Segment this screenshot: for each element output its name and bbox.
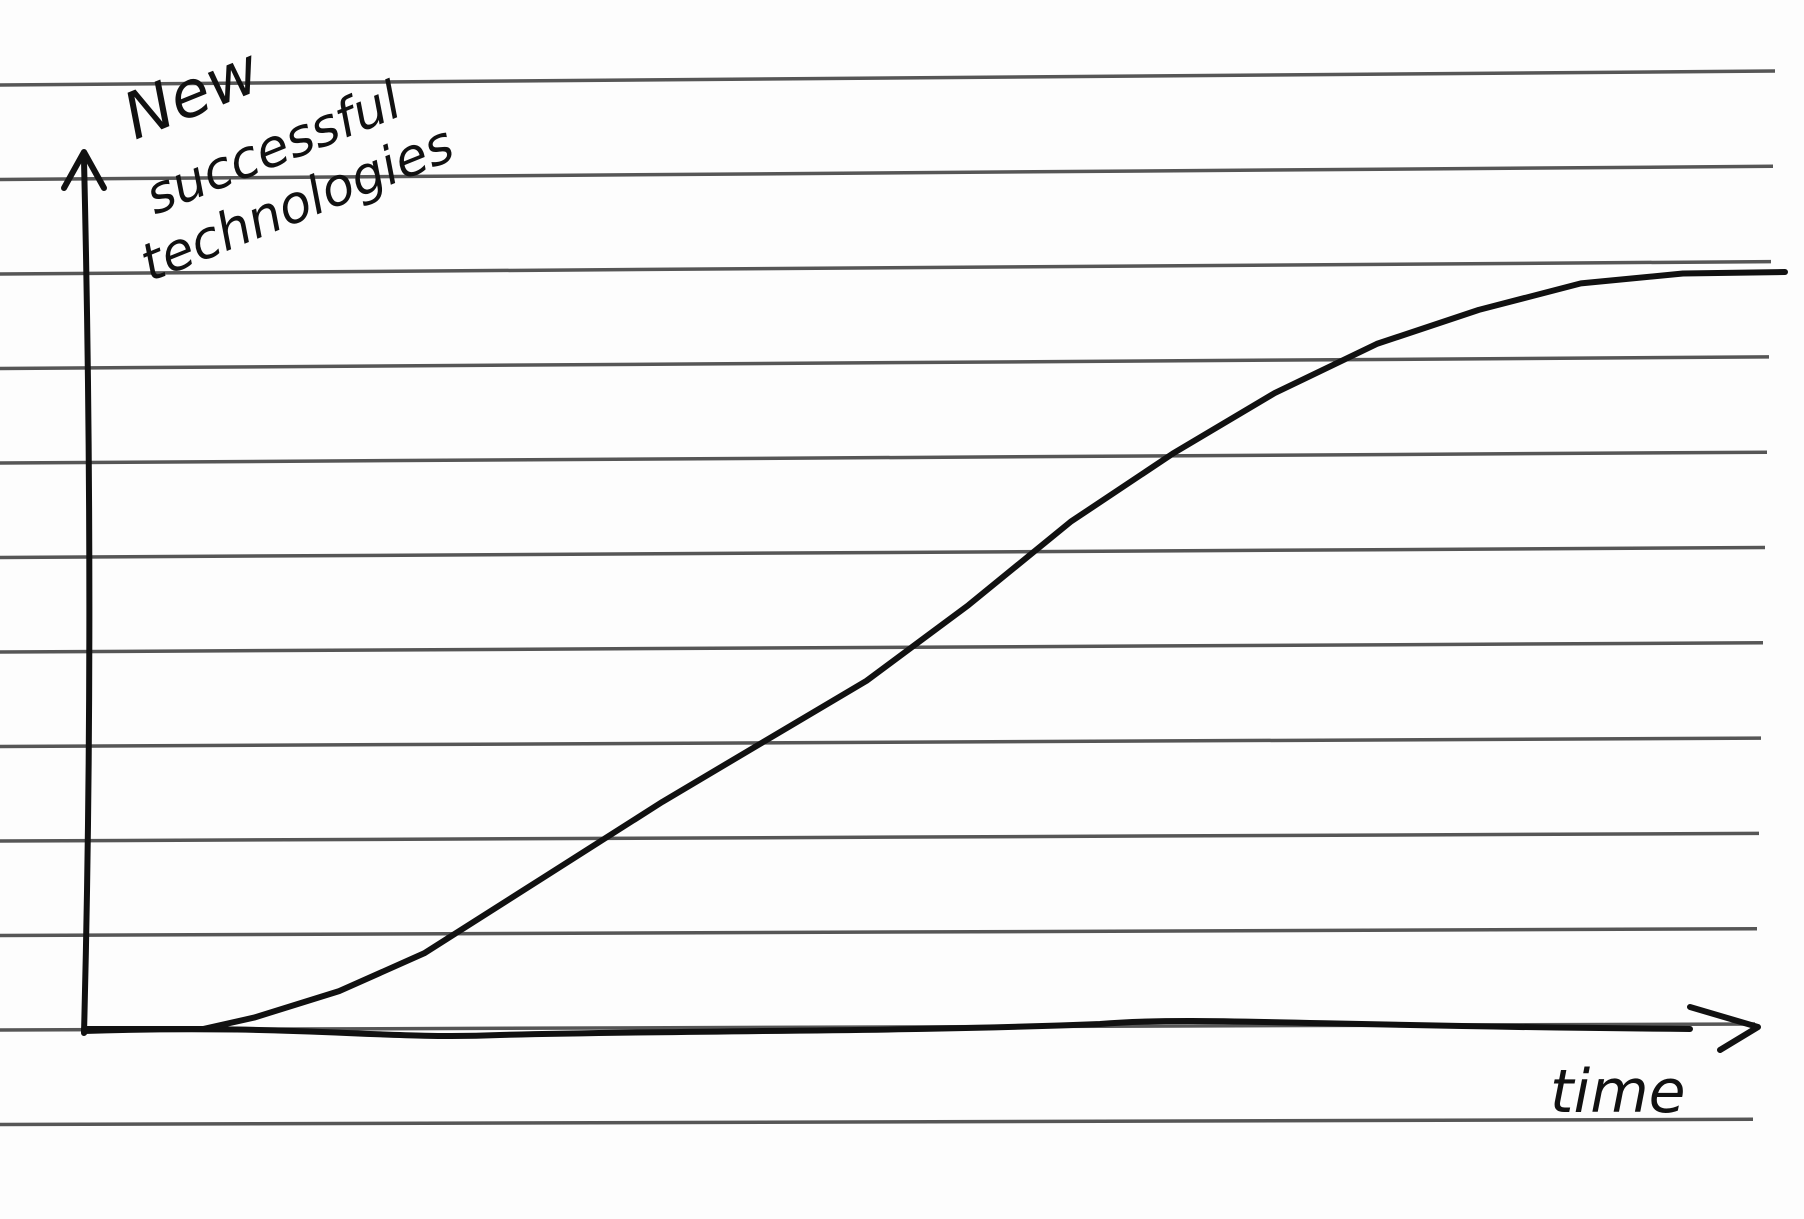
series-line [81, 269, 1788, 1032]
ruled-line [0, 831, 1760, 843]
x-axis-arrowhead [1687, 1004, 1761, 1053]
y-axis [81, 157, 93, 1036]
ruled-line [0, 259, 1772, 276]
x-axis [81, 1017, 1693, 1039]
ruled-line [0, 450, 1768, 465]
ruled-line [0, 69, 1776, 87]
ruled-line [0, 164, 1774, 182]
ruled-line [0, 355, 1770, 371]
ruled-line [0, 641, 1764, 654]
ruled-line [0, 1117, 1754, 1127]
y-axis-arrowhead [61, 149, 107, 191]
ruled-line [0, 926, 1758, 938]
ruled-line [0, 736, 1762, 749]
x-axis-label: time [1550, 1057, 1686, 1127]
ruled-line [0, 545, 1766, 560]
